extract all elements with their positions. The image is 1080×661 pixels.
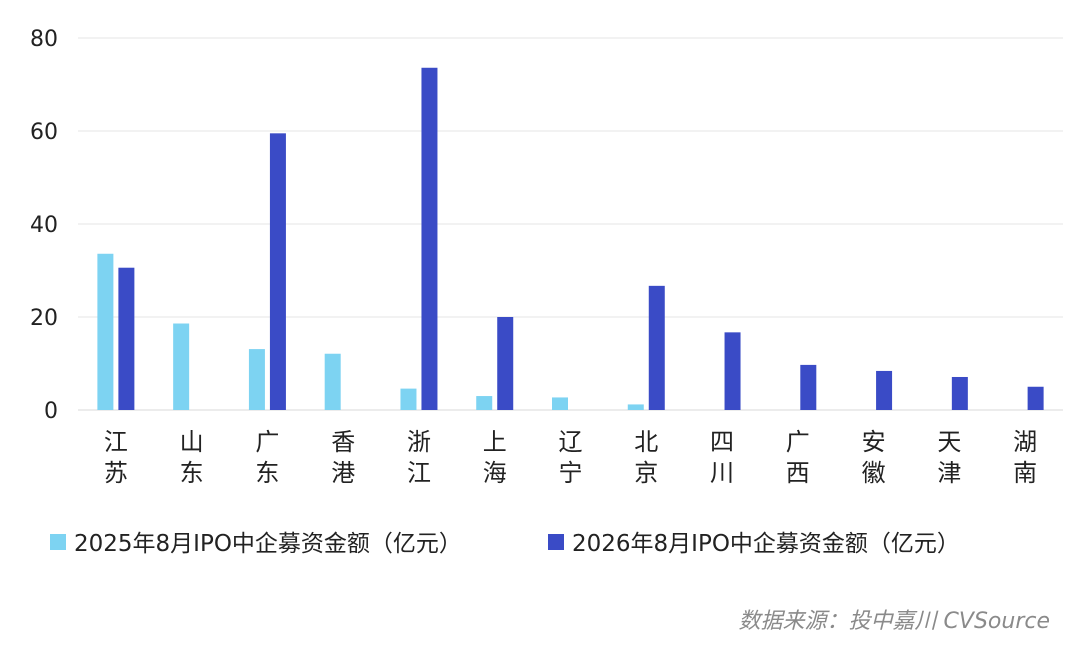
x-tick-label: 江苏 [104, 428, 128, 487]
bar-series-1 [324, 353, 341, 410]
bar-series-1 [627, 404, 644, 410]
bar-series-2 [724, 332, 741, 410]
x-tick-label: 辽宁 [559, 428, 583, 487]
x-tick-label: 香港 [331, 428, 355, 487]
legend: 2025年8月IPO中企募资金额（亿元） 2026年8月IPO中企募资金额（亿元） [50, 531, 960, 557]
bar-series-2 [876, 370, 893, 410]
x-tick-label: 天津 [937, 428, 961, 487]
x-tick-label: 四川 [710, 428, 734, 487]
bar-series-1 [476, 396, 493, 410]
bar-series-2 [648, 285, 665, 410]
x-tick-label: 北京 [634, 428, 658, 487]
x-tick-label: 上海 [483, 428, 507, 487]
bar-series-1 [173, 323, 190, 410]
x-tick-label: 安徽 [862, 428, 886, 487]
legend-swatch [548, 534, 564, 550]
bar-series-1 [400, 388, 417, 410]
bar-series-1 [248, 349, 265, 410]
gridlines [78, 37, 1063, 411]
bar-series-1 [97, 253, 114, 410]
x-tick-label: 山东 [180, 428, 204, 487]
y-tick-label: 0 [44, 399, 58, 424]
y-axis-ticks: 0 20 40 60 80 [30, 27, 58, 424]
bar-series-2 [269, 133, 286, 410]
y-tick-label: 40 [30, 213, 58, 238]
bar-series-1 [552, 397, 568, 410]
y-tick-label: 80 [30, 27, 58, 52]
y-tick-label: 20 [30, 306, 58, 331]
bars [97, 67, 1044, 410]
bar-series-2 [421, 67, 438, 410]
bar-series-2 [1027, 386, 1044, 410]
source-note: 数据来源：投中嘉川 CVSource [738, 609, 1050, 634]
legend-label: 2026年8月IPO中企募资金额（亿元） [572, 531, 960, 557]
bar-series-2 [800, 364, 817, 410]
x-tick-label: 广西 [786, 428, 810, 487]
x-tick-label: 浙江 [407, 428, 431, 487]
legend-label: 2025年8月IPO中企募资金额（亿元） [74, 531, 462, 557]
bar-series-2 [951, 376, 968, 410]
y-tick-label: 60 [30, 120, 58, 145]
x-tick-label: 湖南 [1013, 428, 1037, 487]
legend-swatch [50, 534, 66, 550]
bar-series-2 [497, 317, 514, 410]
x-tick-label: 广东 [255, 428, 279, 487]
bar-series-2 [118, 267, 135, 410]
